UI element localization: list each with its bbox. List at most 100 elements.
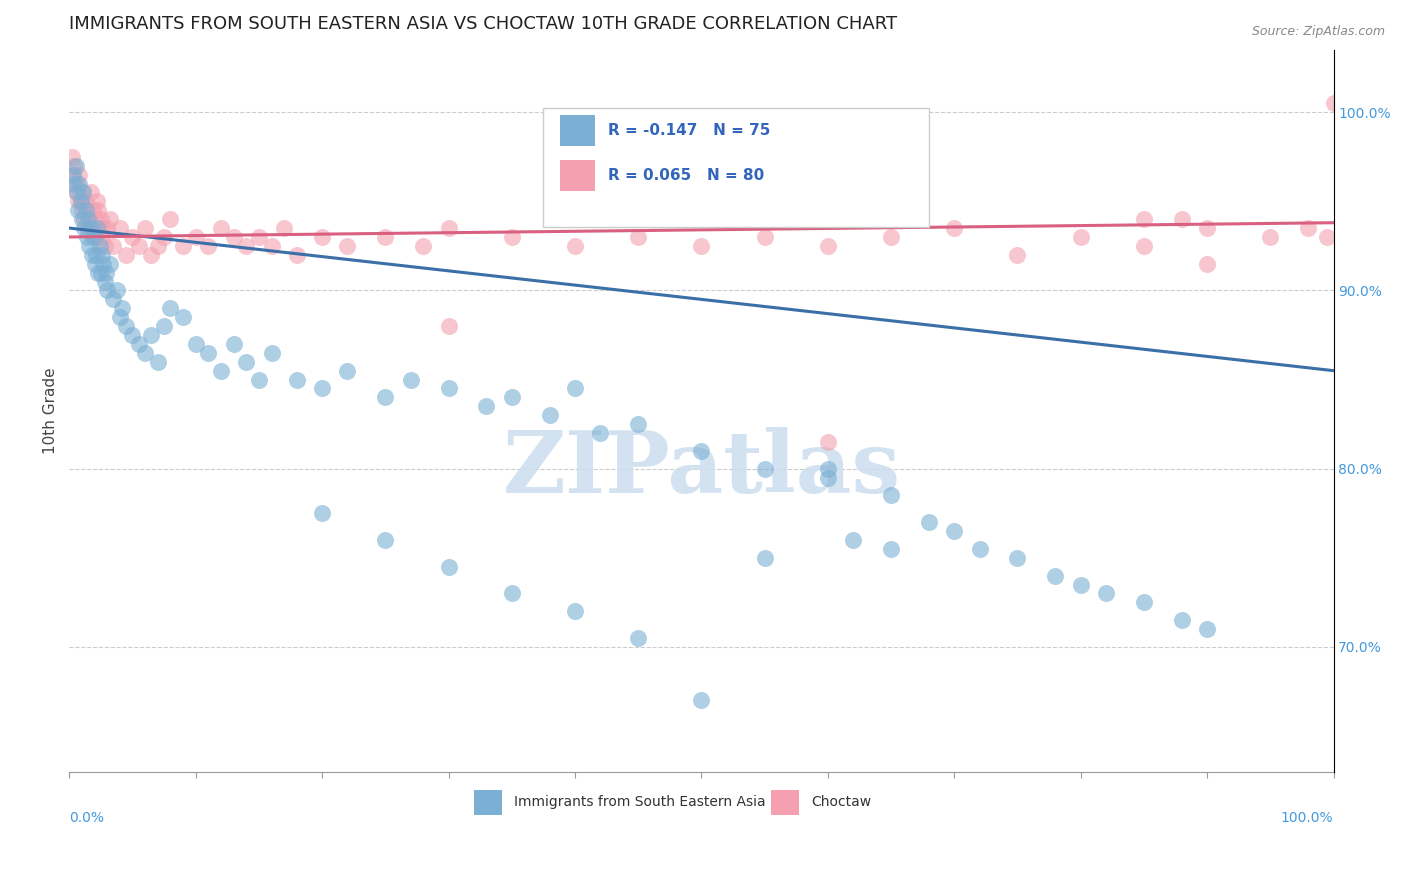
Point: [1197, 257, 1219, 271]
Point: [817, 461, 839, 475]
Point: [1197, 221, 1219, 235]
Point: [627, 631, 650, 645]
Point: [754, 230, 776, 244]
Point: [336, 364, 359, 378]
Point: [134, 346, 156, 360]
Point: [79, 239, 101, 253]
Point: [128, 337, 150, 351]
Point: [817, 239, 839, 253]
Point: [538, 408, 561, 422]
Point: [96, 284, 118, 298]
Point: [67, 203, 90, 218]
Point: [172, 239, 194, 253]
FancyBboxPatch shape: [770, 789, 799, 815]
Y-axis label: 10th Grade: 10th Grade: [44, 368, 58, 454]
Point: [89, 221, 111, 235]
Point: [105, 284, 128, 298]
Point: [1171, 212, 1194, 227]
Point: [89, 239, 111, 253]
Point: [141, 328, 163, 343]
Point: [96, 221, 118, 235]
Point: [817, 470, 839, 484]
Text: Choctaw: Choctaw: [811, 795, 872, 809]
Point: [437, 319, 460, 334]
Point: [374, 230, 396, 244]
Point: [1070, 577, 1092, 591]
Point: [943, 221, 966, 235]
Point: [73, 221, 96, 235]
Text: Immigrants from South Eastern Asia: Immigrants from South Eastern Asia: [515, 795, 766, 809]
Point: [311, 382, 333, 396]
Point: [87, 266, 110, 280]
Point: [564, 239, 586, 253]
Point: [969, 541, 991, 556]
Point: [336, 239, 359, 253]
Point: [817, 434, 839, 449]
Text: IMMIGRANTS FROM SOUTH EASTERN ASIA VS CHOCTAW 10TH GRADE CORRELATION CHART: IMMIGRANTS FROM SOUTH EASTERN ASIA VS CH…: [69, 15, 897, 33]
Point: [1045, 568, 1067, 582]
Point: [76, 203, 98, 218]
Point: [1316, 230, 1339, 244]
Point: [1007, 248, 1029, 262]
Point: [197, 239, 219, 253]
Point: [627, 230, 650, 244]
Point: [83, 257, 105, 271]
Point: [94, 266, 117, 280]
Point: [564, 382, 586, 396]
Point: [98, 212, 121, 227]
Point: [943, 524, 966, 538]
Point: [1095, 586, 1118, 600]
Point: [66, 177, 89, 191]
Point: [247, 373, 270, 387]
Point: [67, 177, 90, 191]
Point: [311, 506, 333, 520]
Point: [754, 461, 776, 475]
Point: [121, 230, 143, 244]
Point: [501, 391, 523, 405]
Point: [70, 203, 93, 218]
Point: [222, 230, 245, 244]
Point: [501, 230, 523, 244]
Point: [80, 221, 103, 235]
Point: [93, 257, 115, 271]
Point: [76, 230, 98, 244]
Point: [1296, 221, 1319, 235]
Point: [93, 275, 115, 289]
Point: [285, 248, 308, 262]
Point: [67, 194, 90, 209]
Point: [589, 425, 612, 440]
Point: [66, 186, 89, 200]
Point: [437, 221, 460, 235]
Point: [564, 604, 586, 618]
Point: [1007, 550, 1029, 565]
Point: [475, 400, 498, 414]
Point: [93, 221, 115, 235]
Point: [209, 364, 232, 378]
Point: [91, 230, 114, 244]
Point: [399, 373, 422, 387]
Point: [501, 586, 523, 600]
Text: Source: ZipAtlas.com: Source: ZipAtlas.com: [1251, 25, 1385, 38]
Point: [62, 168, 84, 182]
Point: [84, 248, 107, 262]
Point: [98, 257, 121, 271]
Point: [437, 382, 460, 396]
Point: [90, 212, 112, 227]
Point: [103, 293, 125, 307]
Point: [111, 301, 134, 316]
Point: [75, 194, 97, 209]
Point: [880, 541, 903, 556]
Point: [412, 239, 434, 253]
Text: ZIPatlas: ZIPatlas: [502, 426, 900, 510]
Point: [1258, 230, 1281, 244]
Point: [108, 310, 131, 325]
Point: [84, 212, 107, 227]
Text: R = -0.147   N = 75: R = -0.147 N = 75: [607, 123, 770, 138]
Point: [65, 186, 87, 200]
Point: [247, 230, 270, 244]
Point: [1171, 613, 1194, 627]
Point: [1070, 230, 1092, 244]
Point: [690, 239, 713, 253]
Point: [184, 337, 207, 351]
Point: [65, 159, 87, 173]
